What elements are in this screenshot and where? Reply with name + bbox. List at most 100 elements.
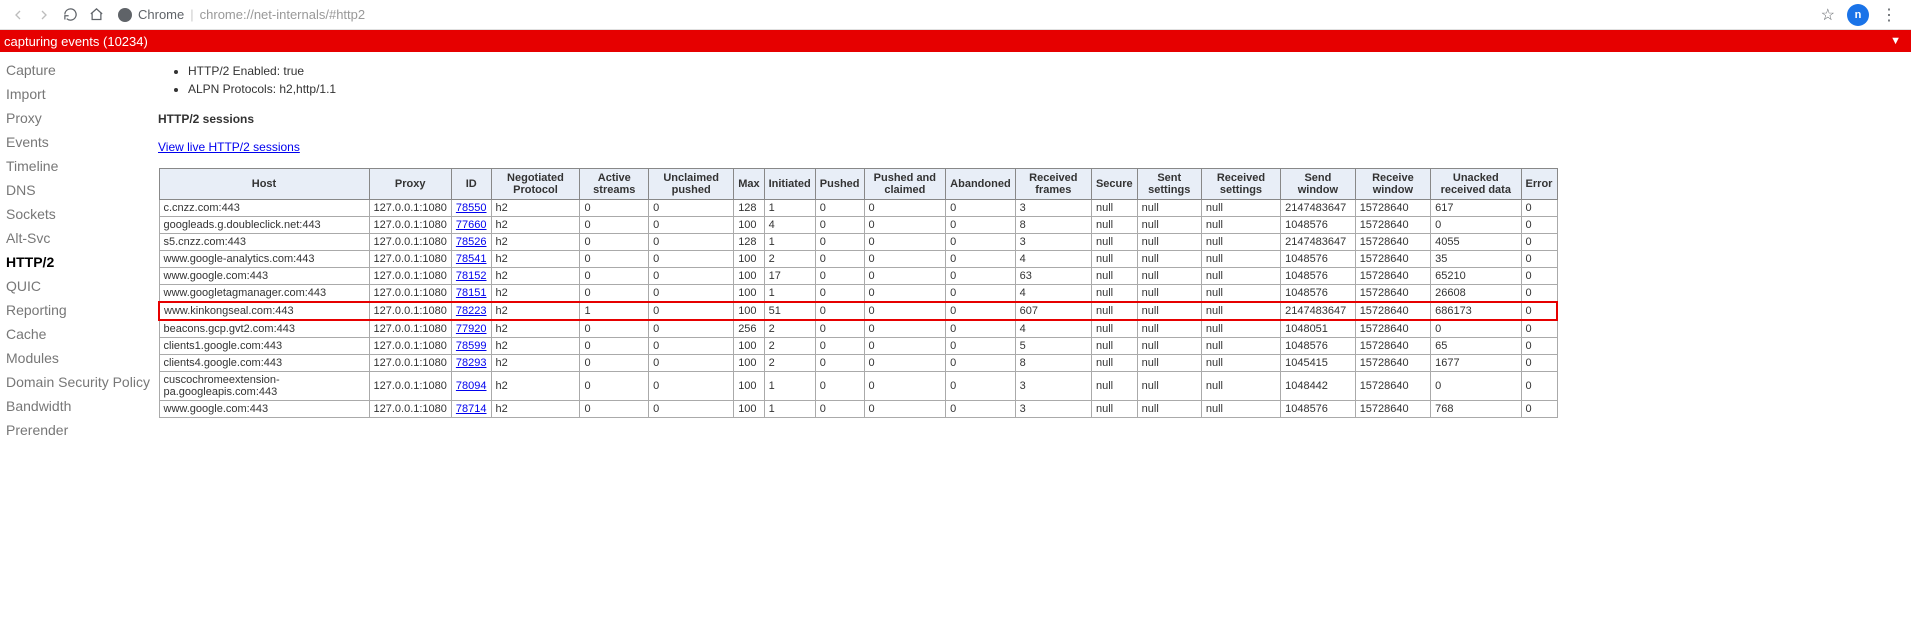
bookmark-star-icon[interactable]: ☆: [1821, 5, 1835, 25]
cell-swin: 2147483647: [1281, 234, 1356, 251]
cell-err: 0: [1521, 372, 1557, 401]
table-row: clients1.google.com:443127.0.0.1:1080785…: [159, 338, 1557, 355]
back-icon[interactable]: [8, 5, 28, 25]
cell-max: 100: [734, 285, 764, 303]
cell-active: 0: [580, 268, 649, 285]
cell-proto: h2: [491, 401, 580, 418]
cell-rset: null: [1201, 251, 1280, 268]
cell-max: 128: [734, 200, 764, 217]
cell-proxy: 127.0.0.1:1080: [369, 355, 451, 372]
table-row: www.google-analytics.com:443127.0.0.1:10…: [159, 251, 1557, 268]
cell-rset: null: [1201, 285, 1280, 303]
sidebar-item-modules[interactable]: Modules: [0, 346, 158, 370]
sidebar-item-proxy[interactable]: Proxy: [0, 106, 158, 130]
url-text: chrome://net-internals/#http2: [200, 7, 365, 22]
cell-rframes: 63: [1015, 268, 1091, 285]
cell-unclaimed: 0: [649, 302, 734, 320]
sidebar-item-sockets[interactable]: Sockets: [0, 202, 158, 226]
cell-pushed: 0: [815, 320, 864, 338]
cell-id[interactable]: 78714: [451, 401, 491, 418]
cell-id[interactable]: 78152: [451, 268, 491, 285]
cell-unacked: 0: [1431, 372, 1521, 401]
cell-rframes: 8: [1015, 217, 1091, 234]
sidebar-item-cache[interactable]: Cache: [0, 322, 158, 346]
cell-id[interactable]: 77920: [451, 320, 491, 338]
cell-id[interactable]: 78541: [451, 251, 491, 268]
reload-icon[interactable]: [60, 5, 80, 25]
cell-swin: 1048576: [1281, 217, 1356, 234]
cell-id[interactable]: 78293: [451, 355, 491, 372]
col-pushed-and-claimed: Pushed and claimed: [864, 169, 946, 200]
table-row: cuscochromeextension-pa.googleapis.com:4…: [159, 372, 1557, 401]
cell-initiated: 2: [764, 338, 815, 355]
sidebar-item-http-2[interactable]: HTTP/2: [0, 250, 158, 274]
sidebar-item-events[interactable]: Events: [0, 130, 158, 154]
http2-enabled-label: HTTP/2 Enabled: true: [188, 62, 1911, 80]
cell-pushed: 0: [815, 200, 864, 217]
cell-rwin: 15728640: [1355, 200, 1430, 217]
cell-abandoned: 0: [946, 320, 1016, 338]
cell-initiated: 2: [764, 251, 815, 268]
cell-proxy: 127.0.0.1:1080: [369, 234, 451, 251]
profile-avatar[interactable]: n: [1847, 4, 1869, 26]
cell-host: www.kinkongseal.com:443: [159, 302, 369, 320]
col-negotiated-protocol: Negotiated Protocol: [491, 169, 580, 200]
cell-host: googleads.g.doubleclick.net:443: [159, 217, 369, 234]
sidebar-item-alt-svc[interactable]: Alt-Svc: [0, 226, 158, 250]
cell-id[interactable]: 78550: [451, 200, 491, 217]
cell-pclaimed: 0: [864, 355, 946, 372]
cell-proto: h2: [491, 200, 580, 217]
sidebar-item-timeline[interactable]: Timeline: [0, 154, 158, 178]
table-row: s5.cnzz.com:443127.0.0.1:108078526h20012…: [159, 234, 1557, 251]
sidebar-item-dns[interactable]: DNS: [0, 178, 158, 202]
menu-kebab-icon[interactable]: ⋮: [1881, 5, 1897, 25]
site-info-icon[interactable]: [118, 8, 132, 22]
cell-pushed: 0: [815, 372, 864, 401]
sidebar: CaptureImportProxyEventsTimelineDNSSocke…: [0, 52, 158, 442]
cell-id[interactable]: 78599: [451, 338, 491, 355]
cell-id[interactable]: 78151: [451, 285, 491, 303]
home-icon[interactable]: [86, 5, 106, 25]
sidebar-item-prerender[interactable]: Prerender: [0, 418, 158, 442]
address-bar[interactable]: Chrome | chrome://net-internals/#http2: [112, 3, 1815, 27]
col-unclaimed-pushed: Unclaimed pushed: [649, 169, 734, 200]
sidebar-item-reporting[interactable]: Reporting: [0, 298, 158, 322]
cell-proxy: 127.0.0.1:1080: [369, 401, 451, 418]
forward-icon[interactable]: [34, 5, 54, 25]
cell-max: 100: [734, 302, 764, 320]
cell-host: beacons.gcp.gvt2.com:443: [159, 320, 369, 338]
cell-abandoned: 0: [946, 285, 1016, 303]
cell-id[interactable]: 78094: [451, 372, 491, 401]
cell-proxy: 127.0.0.1:1080: [369, 200, 451, 217]
cell-rset: null: [1201, 401, 1280, 418]
cell-unclaimed: 0: [649, 401, 734, 418]
cell-initiated: 17: [764, 268, 815, 285]
cell-sset: null: [1137, 217, 1201, 234]
cell-rwin: 15728640: [1355, 320, 1430, 338]
cell-initiated: 1: [764, 200, 815, 217]
cell-host: www.googletagmanager.com:443: [159, 285, 369, 303]
cell-unclaimed: 0: [649, 372, 734, 401]
cell-id[interactable]: 78223: [451, 302, 491, 320]
cell-id[interactable]: 77660: [451, 217, 491, 234]
sidebar-item-domain-security-policy[interactable]: Domain Security Policy: [0, 370, 158, 394]
table-row: clients4.google.com:443127.0.0.1:1080782…: [159, 355, 1557, 372]
sidebar-item-bandwidth[interactable]: Bandwidth: [0, 394, 158, 418]
cell-pushed: 0: [815, 234, 864, 251]
cell-proxy: 127.0.0.1:1080: [369, 372, 451, 401]
banner-dropdown-icon[interactable]: ▼: [1890, 35, 1907, 47]
sidebar-item-quic[interactable]: QUIC: [0, 274, 158, 298]
cell-err: 0: [1521, 234, 1557, 251]
sidebar-item-import[interactable]: Import: [0, 82, 158, 106]
capture-banner[interactable]: capturing events (10234) ▼: [0, 30, 1911, 52]
view-live-sessions-link[interactable]: View live HTTP/2 sessions: [158, 140, 300, 154]
cell-rwin: 15728640: [1355, 302, 1430, 320]
cell-err: 0: [1521, 200, 1557, 217]
sidebar-item-capture[interactable]: Capture: [0, 58, 158, 82]
cell-initiated: 1: [764, 372, 815, 401]
cell-max: 100: [734, 355, 764, 372]
cell-secure: null: [1091, 217, 1137, 234]
cell-rframes: 3: [1015, 200, 1091, 217]
cell-id[interactable]: 78526: [451, 234, 491, 251]
cell-active: 0: [580, 200, 649, 217]
